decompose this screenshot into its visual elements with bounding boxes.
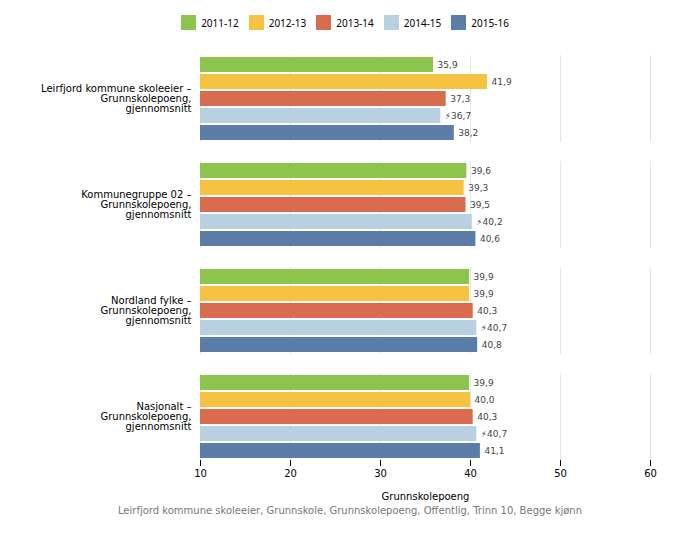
svg-text:30: 30 (374, 468, 387, 479)
svg-text:⚡40,7: ⚡40,7 (481, 323, 507, 333)
svg-text:⚡40,7: ⚡40,7 (481, 429, 507, 439)
html-text:2013-14: 2013-14 (336, 15, 374, 30)
svg-text:20: 20 (284, 468, 297, 479)
html-text:Leirfjord kommune skoleeier, G: Leirfjord kommune skoleeier, Grunnskole,… (118, 505, 582, 516)
svg-text:60: 60 (644, 468, 657, 479)
svg-text:38,2: 38,2 (458, 128, 478, 138)
svg-text:40,6: 40,6 (480, 234, 500, 244)
svg-text:40,0: 40,0 (475, 395, 495, 405)
svg-text:39,9: 39,9 (474, 289, 494, 299)
svg-text:39,9: 39,9 (474, 378, 494, 388)
html-text:2014-15: 2014-15 (403, 15, 442, 30)
html-text:2011-12: 2011-12 (201, 15, 239, 30)
svg-text:39,9: 39,9 (474, 272, 494, 282)
svg-text:⚡40,2: ⚡40,2 (476, 217, 502, 227)
svg-text:40,8: 40,8 (482, 340, 502, 350)
svg-text:39,3: 39,3 (468, 183, 488, 193)
svg-text:⚡36,7: ⚡36,7 (445, 111, 471, 121)
svg-text:50: 50 (554, 468, 567, 479)
svg-text:Grunnskolepoeng: Grunnskolepoeng (382, 491, 470, 502)
svg-text:39,6: 39,6 (471, 166, 491, 176)
svg-text:Kommunegruppe 02 –Grunnskolepo: Kommunegruppe 02 –Grunnskolepoeng,gjenno… (81, 189, 191, 220)
svg-text:40,3: 40,3 (477, 412, 497, 422)
svg-text:40,3: 40,3 (477, 306, 497, 316)
html-text:2012-13: 2012-13 (268, 15, 307, 30)
svg-text:10: 10 (194, 468, 207, 479)
html-text:2015-16: 2015-16 (471, 15, 509, 30)
svg-text:35,9: 35,9 (438, 60, 458, 70)
svg-text:37,3: 37,3 (450, 94, 470, 104)
svg-text:39,5: 39,5 (470, 200, 490, 210)
svg-text:40: 40 (464, 468, 477, 479)
svg-text:41,9: 41,9 (492, 77, 512, 87)
svg-text:Nasjonalt –Grunnskolepoeng,gje: Nasjonalt –Grunnskolepoeng,gjennomsnitt (100, 401, 191, 432)
svg-text:Leirfjord kommune skoleeier –G: Leirfjord kommune skoleeier –Grunnskolep… (41, 83, 192, 114)
svg-text:Nordland fylke –Grunnskolepoen: Nordland fylke –Grunnskolepoeng,gjennoms… (100, 295, 191, 326)
svg-text:41,1: 41,1 (484, 446, 504, 456)
